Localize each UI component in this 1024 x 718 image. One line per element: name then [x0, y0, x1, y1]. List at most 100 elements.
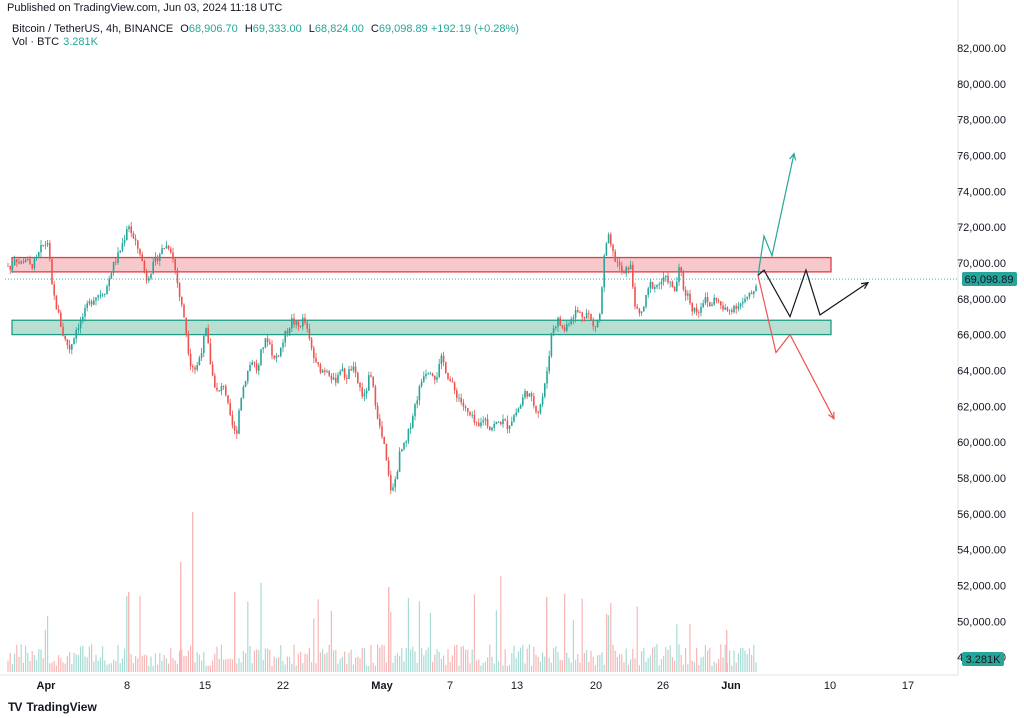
- published-header: Published on TradingView.com, Jun 03, 20…: [7, 2, 283, 14]
- volume-bar: [282, 661, 284, 672]
- volume-bar: [632, 648, 634, 672]
- candle-body: [46, 243, 49, 245]
- candle-body: [610, 234, 612, 245]
- volume-bar: [77, 655, 79, 672]
- candle-body: [484, 418, 487, 421]
- volume-bar: [678, 644, 680, 672]
- volume-bar: [99, 657, 101, 672]
- volume-bar: [506, 665, 508, 672]
- volume-bar: [707, 650, 709, 672]
- candle-body: [73, 338, 75, 345]
- volume-bar: [504, 649, 506, 672]
- candle-body: [330, 375, 333, 380]
- candle-body: [616, 261, 619, 263]
- volume-bar: [432, 661, 434, 672]
- candle-body: [739, 303, 742, 307]
- candle-body: [434, 376, 436, 380]
- candle-body: [370, 375, 372, 377]
- volume-bar: [308, 647, 310, 672]
- volume-bar: [84, 656, 86, 672]
- volume-bar: [49, 663, 51, 672]
- candle-body: [737, 306, 740, 309]
- volume-bar: [751, 654, 753, 672]
- candle-body: [57, 309, 60, 313]
- volume-bar: [137, 658, 139, 672]
- volume-bar: [722, 657, 724, 672]
- candle-body: [130, 226, 132, 234]
- candle-body: [471, 414, 473, 416]
- candle-body: [7, 265, 9, 267]
- bullish-arrowhead: [789, 152, 797, 161]
- candle-body: [35, 256, 38, 259]
- candle-body: [561, 325, 564, 328]
- volume-bar: [280, 645, 282, 672]
- candle-body: [698, 312, 700, 314]
- candle-body: [755, 286, 757, 292]
- volume-bar: [590, 650, 592, 672]
- symbol-label: Bitcoin / TetherUS, 4h, BINANCE: [12, 23, 174, 35]
- candle-body: [539, 404, 542, 414]
- volume-bar: [7, 660, 9, 672]
- volume-bar: [465, 649, 467, 672]
- candle-body: [497, 421, 500, 423]
- volume-bar: [9, 653, 11, 672]
- x-tick-label: 20: [590, 680, 602, 692]
- candle-body: [262, 347, 264, 350]
- candle-body: [277, 355, 280, 357]
- volume-bar: [616, 656, 618, 672]
- volume-bar: [374, 665, 376, 672]
- candle-body: [174, 259, 176, 271]
- candle-body: [678, 267, 680, 282]
- last-price-badge: [962, 272, 1017, 287]
- low-value: 68,824.00: [314, 23, 364, 35]
- candle-body: [568, 323, 570, 325]
- candle-body: [126, 229, 128, 240]
- volume-bar: [126, 596, 128, 672]
- volume-bar: [223, 659, 225, 672]
- tradingview-logo: TV: [8, 700, 22, 714]
- change-value: +192.19 (+0.28%): [430, 23, 519, 35]
- volume-bar: [649, 655, 651, 672]
- candle-body: [702, 303, 704, 307]
- candle-body: [480, 422, 482, 427]
- volume-bar: [62, 662, 64, 672]
- candle-body: [491, 427, 493, 431]
- volume-bar: [638, 665, 640, 672]
- candle-body: [416, 400, 418, 405]
- candle-body: [176, 270, 179, 284]
- volume-bar: [691, 660, 693, 672]
- candle-body: [139, 248, 141, 255]
- volume-bar: [489, 644, 491, 672]
- volume-bar: [581, 598, 583, 672]
- volume-bar: [537, 656, 539, 672]
- volume-bar: [86, 657, 88, 672]
- candle-body: [11, 265, 14, 270]
- candle-body: [233, 425, 236, 431]
- candle-body: [456, 390, 458, 398]
- candle-body: [673, 287, 676, 292]
- candle-body: [137, 240, 139, 249]
- candle-body: [121, 243, 124, 251]
- candle-body: [295, 321, 297, 325]
- candle-body: [387, 460, 390, 476]
- volume-bar: [289, 656, 291, 672]
- candle-body: [51, 259, 53, 285]
- candle-body: [13, 259, 16, 266]
- volume-bar: [42, 658, 44, 672]
- candle-body: [352, 366, 355, 371]
- candle-body: [486, 418, 489, 427]
- candle-body: [251, 362, 253, 366]
- volume-bar: [33, 655, 35, 672]
- volume-bar: [141, 655, 143, 672]
- volume-bar: [735, 662, 737, 672]
- candle-body: [676, 281, 678, 292]
- volume-bar: [242, 650, 244, 672]
- volume-bar: [652, 647, 654, 672]
- candle-body: [489, 426, 491, 431]
- volume-bar: [240, 662, 242, 672]
- volume-bar: [487, 657, 489, 672]
- volume-bar: [539, 661, 541, 672]
- volume-bar: [355, 657, 357, 672]
- candle-body: [106, 286, 108, 295]
